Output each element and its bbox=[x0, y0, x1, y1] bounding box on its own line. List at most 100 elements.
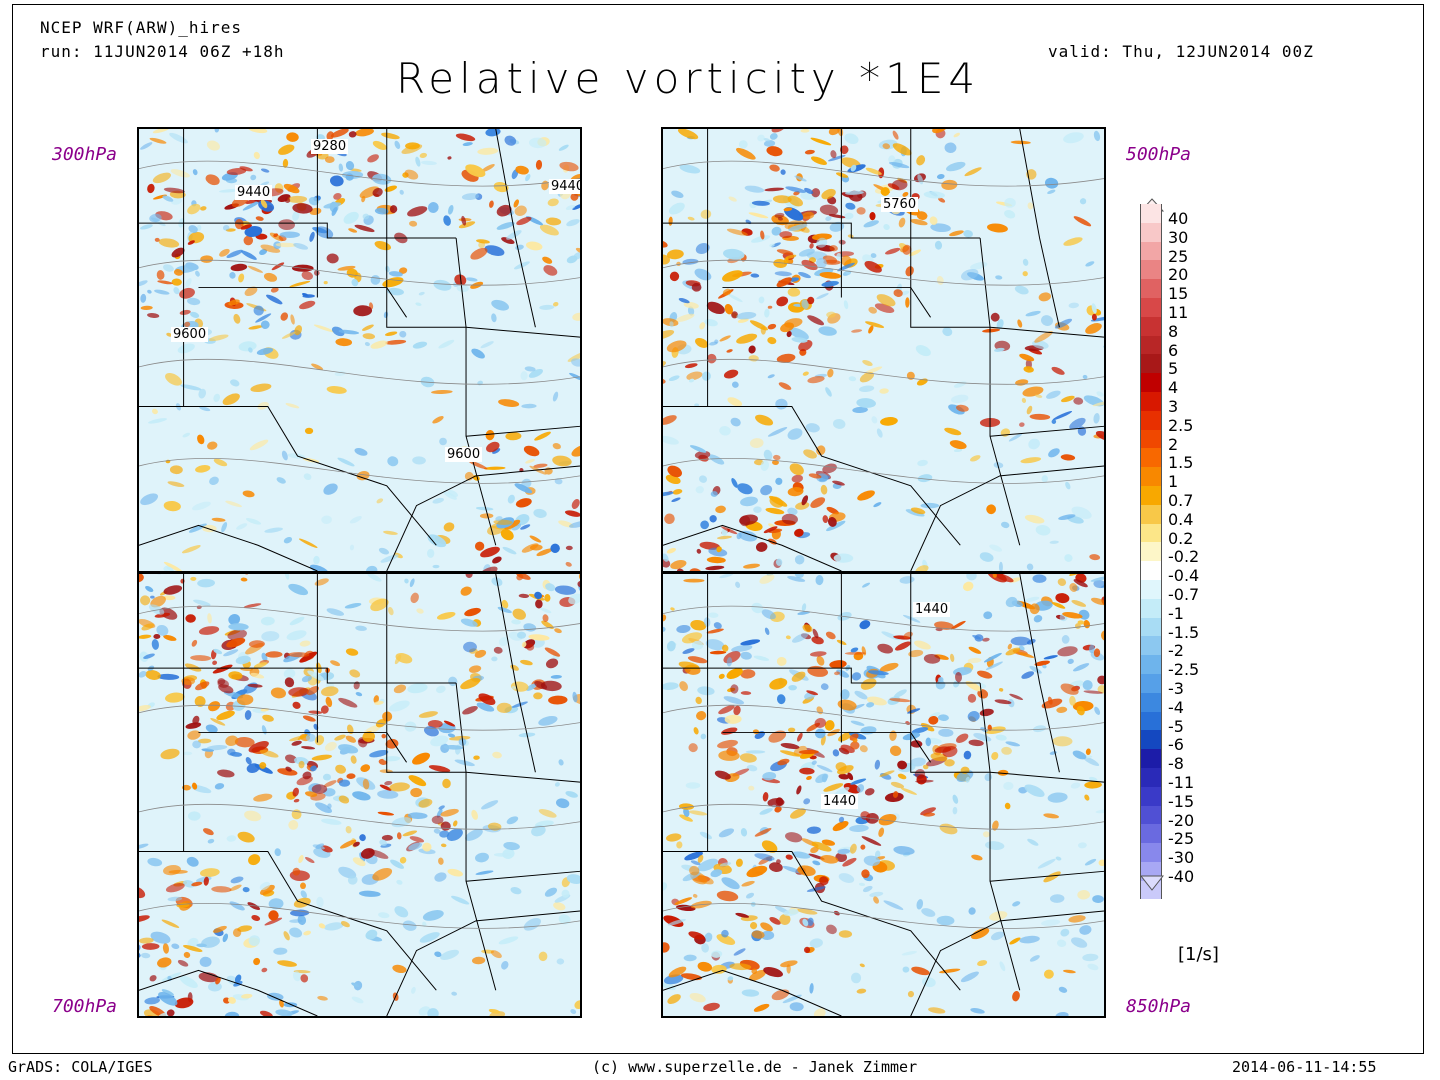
colorbar-swatch bbox=[1140, 373, 1162, 392]
colorbar-swatch bbox=[1140, 279, 1162, 298]
model-name: NCEP WRF(ARW)_hires bbox=[40, 18, 243, 37]
colorbar-tick-label: -3 bbox=[1168, 678, 1184, 698]
colorbar-swatch bbox=[1140, 354, 1162, 374]
colorbar-swatch bbox=[1140, 636, 1162, 656]
colorbar-tick-label: 25 bbox=[1168, 246, 1189, 266]
colorbar-tick-label: 5 bbox=[1168, 359, 1179, 379]
colorbar-swatch bbox=[1140, 598, 1162, 618]
colorbar-swatch bbox=[1140, 767, 1162, 787]
valid-time: valid: Thu, 12JUN2014 00Z bbox=[1048, 42, 1314, 61]
map-panel-850hpa: 1440 1440 bbox=[661, 572, 1106, 1018]
colorbar-swatch bbox=[1140, 805, 1162, 825]
contour-label: 1440 bbox=[913, 602, 951, 617]
vorticity-field bbox=[139, 574, 580, 1016]
colorbar-tick-label: -2 bbox=[1168, 641, 1184, 661]
colorbar-swatch bbox=[1140, 880, 1162, 900]
colorbar-tick-label: 15 bbox=[1168, 284, 1189, 304]
colorbar-tick-label: 2 bbox=[1168, 434, 1179, 454]
contour-label: 9600 bbox=[171, 327, 209, 342]
colorbar-swatch bbox=[1140, 485, 1162, 505]
colorbar-swatch bbox=[1140, 429, 1162, 449]
colorbar-swatch bbox=[1140, 222, 1162, 242]
level-label-300: 300hPa bbox=[52, 144, 118, 165]
colorbar-tick-label: -0.2 bbox=[1168, 547, 1200, 567]
vorticity-field bbox=[663, 574, 1104, 1016]
colorbar-swatch bbox=[1140, 711, 1162, 731]
colorbar-swatch bbox=[1140, 467, 1162, 486]
run-info: run: 11JUN2014 06Z +18h bbox=[40, 42, 285, 61]
level-label-700: 700hPa bbox=[52, 996, 118, 1017]
colorbar-tick-label: 1.5 bbox=[1168, 453, 1194, 473]
colorbar-tick-label: 4 bbox=[1168, 378, 1179, 398]
colorbar-tick-label: 0.7 bbox=[1168, 490, 1194, 510]
colorbar-tick-label: 1 bbox=[1168, 472, 1179, 492]
footer-left: GrADS: COLA/IGES bbox=[8, 1058, 153, 1076]
colorbar-tick-label: 20 bbox=[1168, 265, 1189, 285]
colorbar-tick-label: -15 bbox=[1168, 791, 1195, 811]
colorbar-tick-label: -2.5 bbox=[1168, 660, 1200, 680]
footer-center: (c) www.superzelle.de - Janek Zimmer bbox=[592, 1058, 918, 1076]
level-label-850: 850hPa bbox=[1126, 996, 1192, 1017]
colorbar-labels: 40 30 25 20 15 11 8 6 5 4 3 2.5 2 1.5 1 0.7 0.4 0.2 -0.2 -0… bbox=[1168, 209, 1200, 887]
colorbar-tick-label: -20 bbox=[1168, 810, 1195, 830]
colorbar-swatch bbox=[1140, 335, 1162, 355]
colorbar-swatch bbox=[1140, 579, 1162, 599]
colorbar-swatch bbox=[1140, 824, 1162, 844]
colorbar-swatch bbox=[1140, 260, 1162, 280]
colorbar-swatch bbox=[1140, 523, 1162, 543]
colorbar-tick-label: 2.5 bbox=[1168, 415, 1194, 435]
map-panel-700hpa bbox=[137, 572, 582, 1018]
colorbar-units: [1/s] bbox=[1178, 944, 1219, 965]
colorbar-tick-label: -25 bbox=[1168, 829, 1195, 849]
colorbar-swatch bbox=[1140, 204, 1162, 223]
colorbar-tick-label: 8 bbox=[1168, 321, 1179, 341]
colorbar-tick-label: -11 bbox=[1168, 772, 1195, 792]
plot-frame bbox=[12, 4, 1424, 1054]
colorbar-swatch bbox=[1140, 786, 1162, 806]
colorbar-tick-label: -4 bbox=[1168, 697, 1184, 717]
map-panel-500hpa: 5760 bbox=[661, 127, 1106, 573]
colorbar-swatch bbox=[1140, 316, 1162, 336]
colorbar-swatch bbox=[1140, 297, 1162, 317]
colorbar-swatch bbox=[1140, 749, 1162, 768]
colorbar-swatch bbox=[1140, 410, 1162, 430]
vorticity-field bbox=[663, 129, 1104, 571]
contour-label: 9440 bbox=[235, 185, 273, 200]
colorbar-tick-label: -5 bbox=[1168, 716, 1184, 736]
map-panel-300hpa: 9280 9440 9440 9600 9600 bbox=[137, 127, 582, 573]
colorbar-swatch bbox=[1140, 391, 1162, 411]
vorticity-field bbox=[139, 129, 580, 571]
colorbar-swatch bbox=[1140, 692, 1162, 712]
colorbar-tick-label: 6 bbox=[1168, 340, 1179, 360]
contour-label: 9280 bbox=[311, 139, 349, 154]
colorbar-bottom-triangle bbox=[1140, 875, 1164, 891]
colorbar-tick-label: -40 bbox=[1168, 866, 1195, 886]
colorbar bbox=[1140, 204, 1162, 900]
colorbar-tick-label: 11 bbox=[1168, 302, 1189, 322]
colorbar-swatch bbox=[1140, 561, 1162, 580]
colorbar-swatch bbox=[1140, 448, 1162, 468]
colorbar-tick-label: -8 bbox=[1168, 754, 1184, 774]
colorbar-swatch bbox=[1140, 241, 1162, 261]
colorbar-swatch bbox=[1140, 542, 1162, 562]
colorbar-swatch bbox=[1140, 617, 1162, 637]
colorbar-tick-label: -30 bbox=[1168, 848, 1195, 868]
contour-label: 9440 bbox=[549, 179, 580, 194]
colorbar-tick-label: 3 bbox=[1168, 396, 1179, 416]
page-title: Relative vorticity *1E4 bbox=[396, 54, 981, 103]
colorbar-tick-label: 30 bbox=[1168, 227, 1189, 247]
colorbar-tick-label: -6 bbox=[1168, 735, 1184, 755]
colorbar-swatch bbox=[1140, 655, 1162, 674]
contour-label: 5760 bbox=[881, 197, 919, 212]
colorbar-swatch bbox=[1140, 673, 1162, 693]
colorbar-tick-label: -1.5 bbox=[1168, 622, 1200, 642]
contour-label: 1440 bbox=[821, 794, 859, 809]
colorbar-swatch bbox=[1140, 843, 1162, 862]
footer-right: 2014-06-11-14:55 bbox=[1232, 1058, 1377, 1076]
contour-label: 9600 bbox=[445, 447, 483, 462]
colorbar-tick-label: -1 bbox=[1168, 603, 1184, 623]
level-label-500: 500hPa bbox=[1126, 144, 1192, 165]
colorbar-tick-label: 40 bbox=[1168, 209, 1189, 228]
colorbar-swatch bbox=[1140, 730, 1162, 750]
colorbar-tick-label: -0.4 bbox=[1168, 566, 1200, 586]
